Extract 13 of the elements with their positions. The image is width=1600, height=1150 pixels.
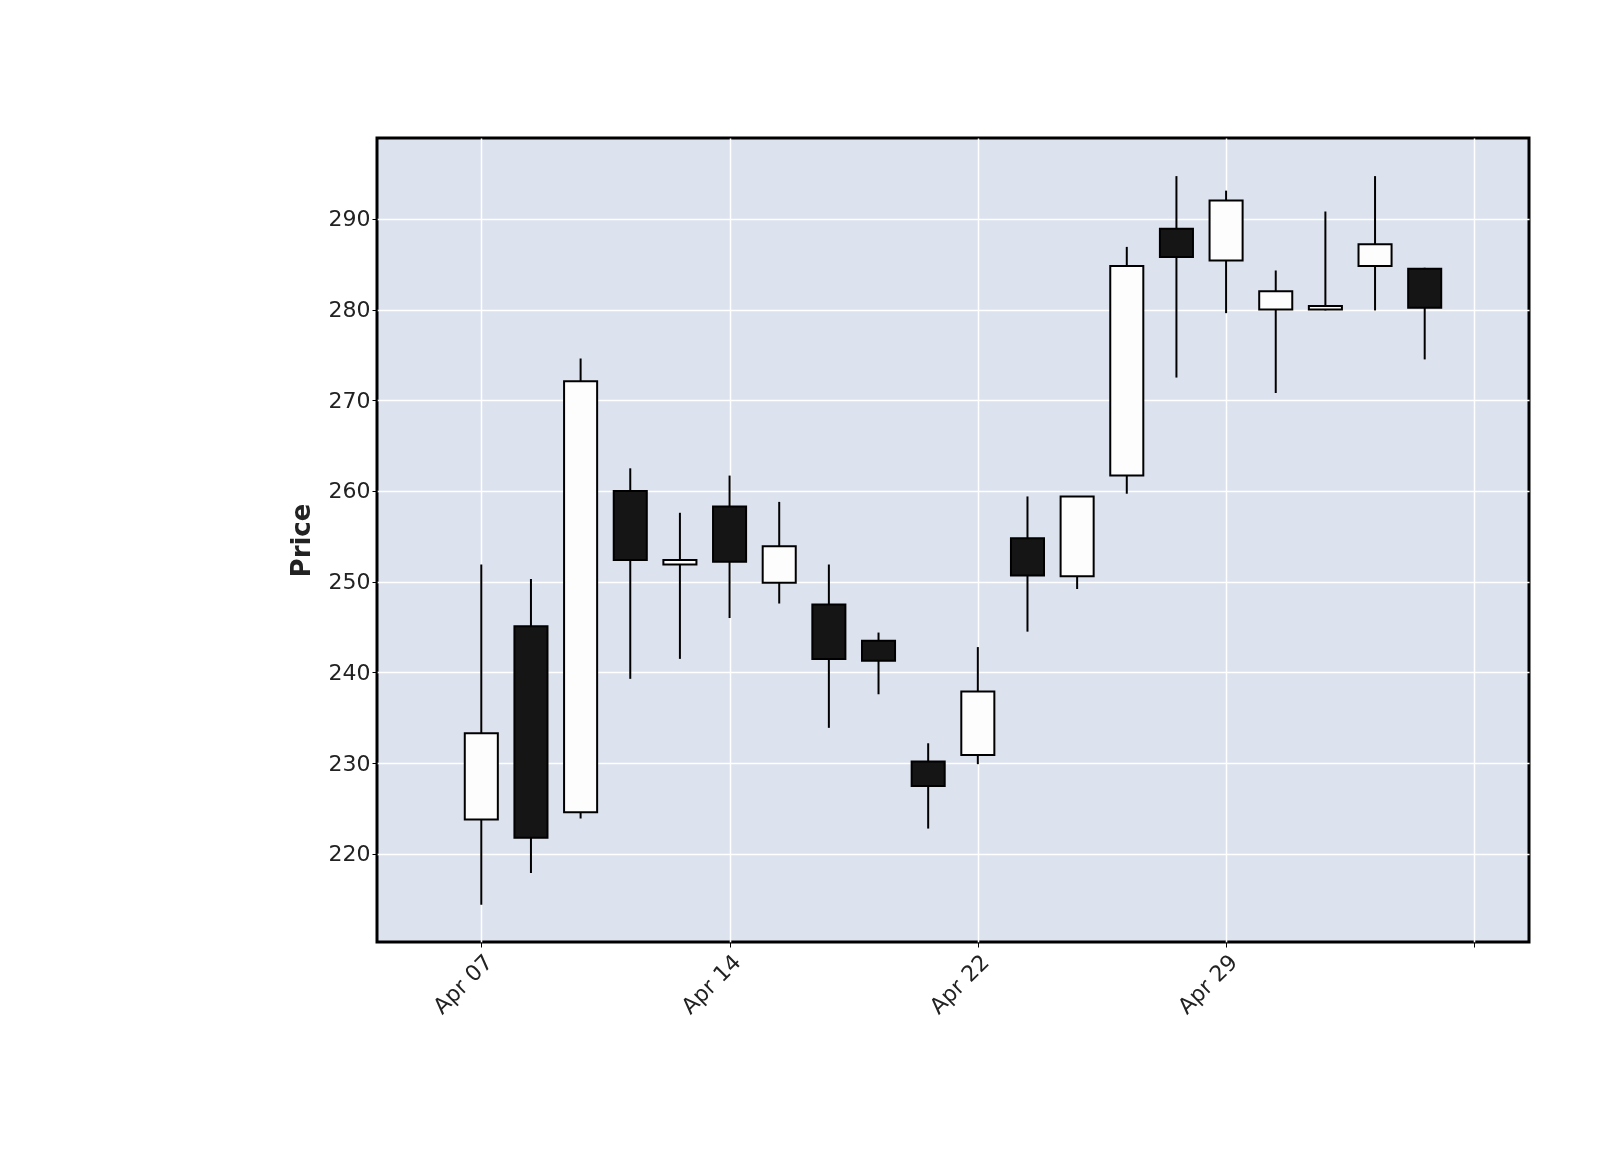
y-tick-label: 260 bbox=[328, 478, 371, 504]
x-tick-label: Apr 29 bbox=[1172, 949, 1243, 1019]
y-tick-label: 270 bbox=[328, 387, 371, 413]
y-tick-label: 240 bbox=[328, 659, 371, 685]
x-tick-label: Apr 22 bbox=[924, 949, 994, 1019]
y-tick-label: 230 bbox=[328, 750, 371, 776]
y-tick-label: 290 bbox=[328, 206, 371, 232]
y-axis-title: Price bbox=[285, 503, 316, 578]
x-tick-label: Apr 07 bbox=[428, 949, 498, 1019]
y-tick-label: 220 bbox=[328, 841, 371, 867]
y-tick-label: 280 bbox=[328, 297, 371, 323]
x-tick-label: Apr 14 bbox=[676, 949, 746, 1019]
y-tick-label: 250 bbox=[328, 569, 371, 595]
